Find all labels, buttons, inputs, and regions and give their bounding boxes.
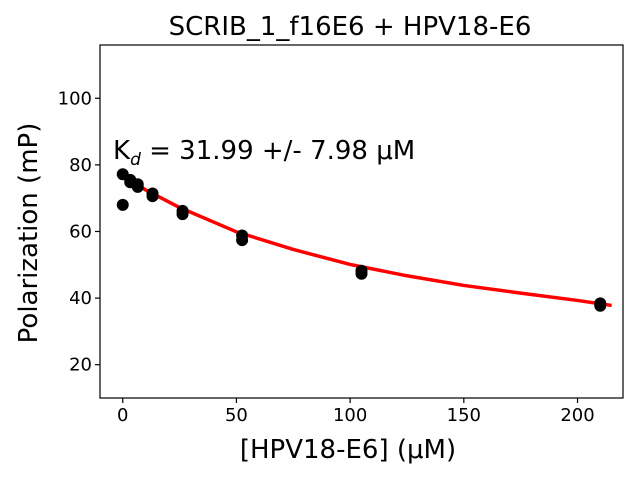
data-point — [116, 198, 129, 211]
kd-prefix: K — [113, 136, 131, 166]
plot-area — [99, 44, 624, 399]
kd-annotation: Kd = 31.99 +/- 7.98 μM — [113, 136, 415, 170]
data-point — [176, 208, 189, 221]
data-point — [146, 190, 159, 203]
data-point — [236, 234, 249, 247]
y-tick-label: 80 — [69, 155, 92, 176]
x-axis-label: [HPV18-E6] (μM) — [240, 435, 456, 465]
chart-title: SCRIB_1_f16E6 + HPV18-E6 — [169, 12, 532, 42]
kd-value: = 31.99 +/- 7.98 μM — [141, 136, 415, 166]
y-tick-label: 100 — [58, 88, 92, 109]
x-tick-label: 150 — [447, 405, 481, 426]
x-tick-label: 50 — [225, 405, 248, 426]
x-tick-label: 100 — [333, 405, 367, 426]
y-tick-label: 60 — [69, 221, 92, 242]
kd-subscript: d — [130, 150, 141, 170]
y-tick-label: 20 — [69, 355, 92, 376]
fit-curve-layer — [121, 173, 612, 308]
x-tick-label: 200 — [560, 405, 594, 426]
y-axis-ticks: 20 40 60 80 100 — [58, 88, 100, 376]
data-point — [594, 299, 607, 312]
data-point — [355, 267, 368, 280]
x-tick-label: 0 — [117, 405, 128, 426]
data-point — [131, 180, 144, 193]
plot-frame — [99, 44, 624, 399]
y-tick-label: 40 — [69, 288, 92, 309]
y-axis-label: Polarization (mP) — [14, 123, 44, 344]
data-points-layer — [116, 168, 607, 312]
fit-curve — [121, 173, 612, 308]
x-axis-ticks: 0 50 100 150 200 — [117, 398, 595, 426]
